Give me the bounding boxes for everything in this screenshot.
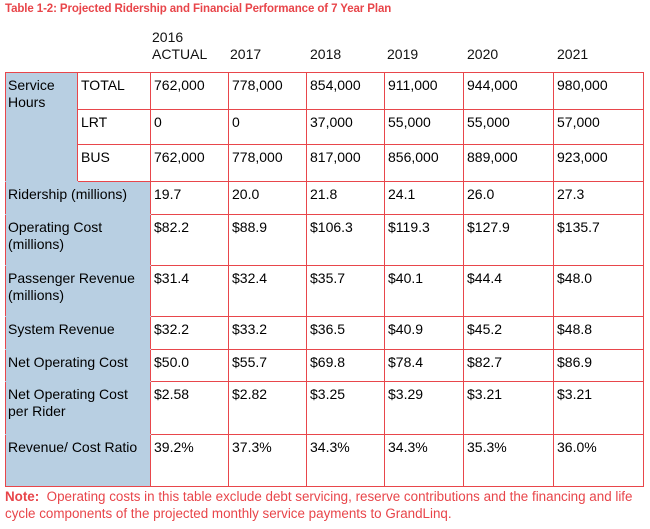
cell-value: 55,000 (384, 109, 464, 145)
row-label-system-revenue: System Revenue (5, 316, 151, 350)
table-footnote: Note: Operating costs in this table excl… (5, 488, 645, 522)
cell-value: $50.0 (150, 349, 229, 382)
cell-value: 889,000 (463, 144, 554, 182)
cell-value: 57,000 (553, 109, 644, 145)
cell-value: $2.58 (150, 381, 229, 435)
cell-value: $48.0 (553, 265, 644, 317)
cell-value: 778,000 (228, 144, 307, 182)
cell-value: 27.3 (553, 181, 644, 215)
cell-value: $78.4 (384, 349, 464, 382)
cell-value: $44.4 (463, 265, 554, 317)
cell-value: $135.7 (553, 214, 644, 266)
cell-value: $33.2 (228, 316, 307, 350)
column-header-2019: 2019 (387, 46, 419, 62)
cell-value: 923,000 (553, 144, 644, 182)
cell-value: 0 (150, 109, 229, 145)
cell-value: $40.9 (384, 316, 464, 350)
footnote-prefix: Note: (5, 489, 40, 504)
column-header-2016-actual: ACTUAL (152, 46, 208, 62)
table-row-net-operating-cost: Net Operating Cost $50.0 $55.7 $69.8 $78… (5, 349, 644, 382)
cell-value: 36.0% (553, 434, 644, 487)
cell-value: 39.2% (150, 434, 229, 487)
column-header-2020: 2020 (467, 46, 499, 62)
cell-value: 911,000 (384, 72, 464, 110)
cell-value: 34.3% (384, 434, 464, 487)
row-label-operating-cost: Operating Cost (millions) (5, 214, 151, 266)
cell-value: 19.7 (150, 181, 229, 215)
cell-value: 35.3% (463, 434, 554, 487)
cell-value: $36.5 (306, 316, 385, 350)
column-header-2016-year: 2016 (152, 29, 184, 45)
cell-value: 980,000 (553, 72, 644, 110)
cell-value: $119.3 (384, 214, 464, 266)
cell-value: $45.2 (463, 316, 554, 350)
cell-value: $40.1 (384, 265, 464, 317)
footnote-text: Operating costs in this table exclude de… (5, 489, 633, 521)
table-row-service-hours-lrt: LRT 0 0 37,000 55,000 55,000 57,000 (6, 109, 644, 145)
ridership-financial-table: Service Hours TOTAL 762,000 778,000 854,… (5, 72, 644, 487)
row-label-revenue-cost-ratio: Revenue/ Cost Ratio (5, 434, 151, 487)
column-header-2018: 2018 (310, 46, 342, 62)
table-row-passenger-revenue: Passenger Revenue (millions) $31.4 $32.4… (5, 265, 644, 317)
cell-value: $32.2 (150, 316, 229, 350)
row-label-service-hours: Service Hours (5, 72, 78, 182)
row-label-passenger-revenue: Passenger Revenue (millions) (5, 265, 151, 317)
row-label-ridership: Ridership (millions) (5, 181, 151, 215)
cell-value: 34.3% (306, 434, 385, 487)
row-sublabel-total: TOTAL (77, 72, 151, 110)
cell-value: $86.9 (553, 349, 644, 382)
cell-value: 944,000 (463, 72, 554, 110)
row-label-net-operating-cost: Net Operating Cost (5, 349, 151, 382)
row-sublabel-bus: BUS (77, 144, 151, 182)
table-row-service-hours-bus: BUS 762,000 778,000 817,000 856,000 889,… (6, 144, 644, 182)
table-row-revenue-cost-ratio: Revenue/ Cost Ratio 39.2% 37.3% 34.3% 34… (5, 434, 644, 487)
cell-value: $82.7 (463, 349, 554, 382)
cell-value: $32.4 (228, 265, 307, 317)
cell-value: 854,000 (306, 72, 385, 110)
table-row-operating-cost: Operating Cost (millions) $82.2 $88.9 $1… (5, 214, 644, 266)
cell-value: $31.4 (150, 265, 229, 317)
column-header-2021: 2021 (557, 46, 589, 62)
table-title: Table 1-2: Projected Ridership and Finan… (5, 3, 392, 15)
table-row-ridership: Ridership (millions) 19.7 20.0 21.8 24.1… (5, 181, 644, 215)
column-header-2016: 2016 ACTUAL (152, 29, 207, 63)
cell-value: 0 (228, 109, 307, 145)
table-row-net-operating-cost-per-rider: Net Operating Cost per Rider $2.58 $2.82… (5, 381, 644, 435)
cell-value: 762,000 (150, 144, 229, 182)
cell-value: 37,000 (306, 109, 385, 145)
cell-value: 778,000 (228, 72, 307, 110)
cell-value: 817,000 (306, 144, 385, 182)
table-row-service-hours-total: Service Hours TOTAL 762,000 778,000 854,… (5, 72, 644, 182)
cell-value: $48.8 (553, 316, 644, 350)
cell-value: 20.0 (228, 181, 307, 215)
cell-value: 37.3% (228, 434, 307, 487)
cell-value: $55.7 (228, 349, 307, 382)
cell-value: $88.9 (228, 214, 307, 266)
cell-value: $106.3 (306, 214, 385, 266)
table-row-system-revenue: System Revenue $32.2 $33.2 $36.5 $40.9 $… (5, 316, 644, 350)
row-label-net-operating-cost-per-rider: Net Operating Cost per Rider (5, 381, 151, 435)
cell-value: 55,000 (463, 109, 554, 145)
cell-value: $3.21 (553, 381, 644, 435)
cell-value: 26.0 (463, 181, 554, 215)
cell-value: $3.21 (463, 381, 554, 435)
cell-value: $3.29 (384, 381, 464, 435)
cell-value: $127.9 (463, 214, 554, 266)
cell-value: 762,000 (150, 72, 229, 110)
cell-value: $35.7 (306, 265, 385, 317)
cell-value: $69.8 (306, 349, 385, 382)
cell-value: $82.2 (150, 214, 229, 266)
cell-value: 24.1 (384, 181, 464, 215)
column-header-2017: 2017 (230, 46, 262, 62)
cell-value: 856,000 (384, 144, 464, 182)
cell-value: $2.82 (228, 381, 307, 435)
cell-value: 21.8 (306, 181, 385, 215)
row-sublabel-lrt: LRT (77, 109, 151, 145)
cell-value: $3.25 (306, 381, 385, 435)
